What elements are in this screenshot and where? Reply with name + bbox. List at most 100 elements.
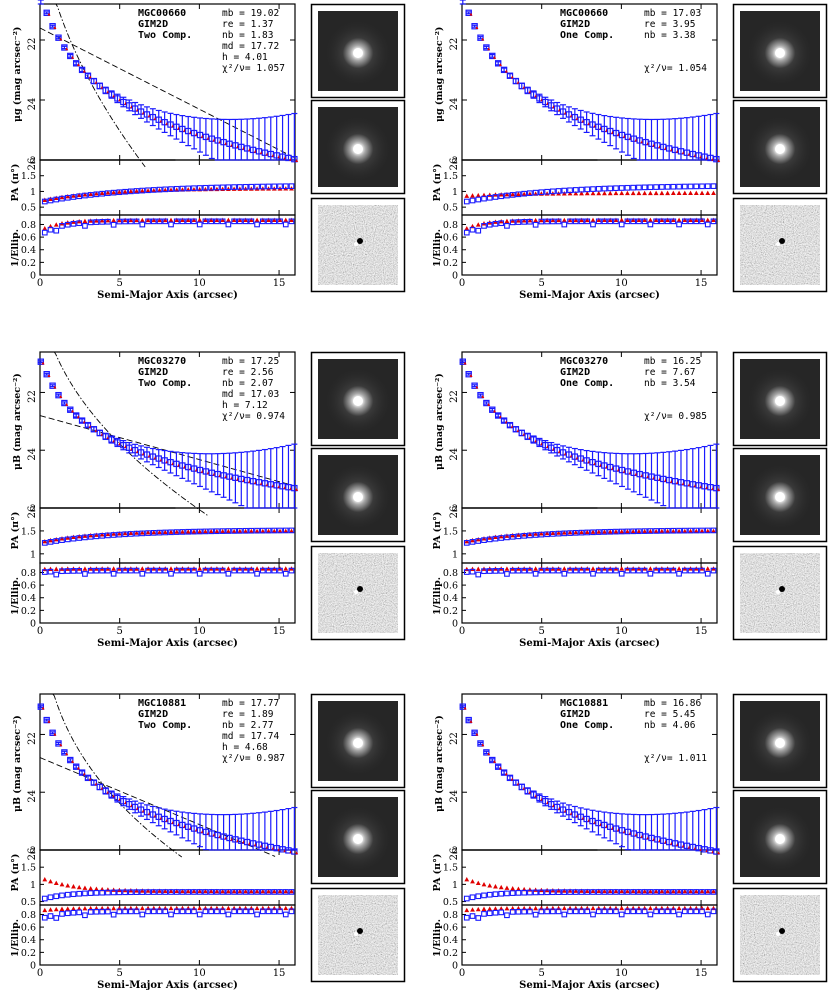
ellip-data-point: [590, 911, 596, 918]
ellip-data-point: [82, 223, 88, 229]
pa-data-point: [509, 533, 516, 540]
pa-data-point: [463, 540, 470, 546]
sb-data-point: [143, 111, 151, 118]
pa-data-point: [288, 527, 295, 534]
pa-data-point: [191, 185, 197, 192]
sb-model-point: [498, 766, 502, 770]
ellip-data-point: [561, 570, 568, 577]
y-tick-label: 2: [452, 504, 458, 515]
sb-model-point: [493, 409, 497, 413]
ellip-data-point: [162, 908, 169, 915]
sb-data-point: [120, 98, 127, 106]
ellip-data-point: [527, 218, 533, 225]
pa-plot-frame: [461, 849, 718, 906]
ellip-data-point: [463, 569, 470, 575]
sb-data-point: [530, 91, 537, 98]
ellip-data-point: [532, 570, 539, 577]
pa-data-point: [116, 889, 123, 896]
pa-data-point: [693, 183, 700, 190]
ellip-data-point: [265, 218, 272, 225]
sb-data-point: [660, 143, 667, 151]
y-tick-label: 22: [27, 38, 38, 51]
pa-data-point: [492, 891, 499, 898]
sb-axis-label: μg (mag arcsec⁻²): [434, 27, 445, 122]
y-tick-label: 22: [449, 38, 460, 51]
ellip-model-point: [504, 905, 510, 911]
pa-data-point: [93, 890, 100, 896]
pa-model-point: [174, 529, 180, 534]
ellip-data-point: [595, 567, 602, 574]
pa-model-point: [584, 190, 590, 196]
pa-data-point: [277, 527, 283, 534]
y-tick-label: 24: [449, 790, 460, 803]
pa-model-point: [682, 888, 688, 894]
ellip-data-point: [572, 567, 579, 574]
galaxy-core: [775, 396, 785, 406]
pa-data-point: [248, 527, 255, 534]
pa-data-point: [185, 185, 192, 192]
sb-data-point: [577, 813, 584, 821]
pa-data-point: [242, 889, 249, 895]
ellip-data-point: [595, 908, 602, 915]
pa-model-point: [134, 530, 139, 535]
pa-model-point: [596, 190, 602, 196]
pa-data-point: [498, 193, 505, 200]
ellip-data-point: [607, 218, 614, 225]
sb-data-point: [84, 774, 92, 782]
galaxy-core: [775, 144, 785, 154]
ellip-data-point: [145, 908, 151, 915]
pa-data-point: [99, 190, 106, 197]
pa-model-point: [59, 881, 65, 887]
ellip-data-point: [64, 568, 71, 574]
ellip-model-point: [139, 905, 145, 911]
sb-model-point: [295, 851, 299, 855]
pa-data-point: [469, 894, 476, 901]
ellip-model-point: [65, 906, 71, 911]
fit-parameter: χ²/ν= 0.987: [222, 753, 285, 764]
pa-model-point: [116, 189, 122, 194]
ellip-data-point: [202, 567, 209, 574]
pa-data-point: [572, 530, 579, 536]
ellip-model-point: [625, 217, 630, 223]
ellip-model-point: [573, 217, 579, 223]
pa-model-point: [579, 888, 584, 893]
ellip-model-point: [504, 566, 510, 571]
pa-data-point: [156, 186, 163, 193]
ellip-data-point: [64, 221, 71, 228]
pa-model-point: [116, 531, 122, 536]
pa-model-point: [289, 888, 294, 894]
ellip-data-point: [532, 221, 539, 228]
ellip-data-point: [567, 567, 573, 574]
ellip-data-point: [469, 226, 476, 233]
ellip-model-point: [504, 218, 510, 224]
disk-component-curve: [39, 757, 276, 857]
pa-model-point: [122, 189, 128, 194]
pa-data-point: [613, 528, 619, 535]
pa-data-point: [710, 183, 717, 190]
ellip-model-point: [699, 217, 705, 223]
pa-plot-frame: [39, 849, 296, 906]
ellip-data-point: [87, 219, 94, 226]
pa-model-point: [203, 529, 208, 534]
pa-data-point: [676, 183, 682, 190]
ellip-data-point: [624, 218, 631, 225]
sb-data-point: [137, 449, 145, 456]
sb-model-point: [59, 394, 63, 398]
x-axis-label: Semi-Major Axis (arcsec): [519, 638, 660, 649]
sb-data-point: [489, 52, 496, 60]
sb-data-point: [589, 121, 596, 128]
ellip-data-point: [139, 911, 146, 918]
pa-data-point: [538, 531, 545, 538]
pa-data-point: [704, 527, 711, 534]
sb-data-point: [465, 9, 472, 17]
pa-data-point: [555, 530, 562, 537]
sb-data-point: [612, 465, 620, 472]
pa-axis-label: PA (π°): [10, 854, 21, 892]
pa-data-point: [87, 890, 94, 896]
pa-data-point: [492, 535, 499, 542]
pa-axis-label: PA (π°): [432, 512, 443, 550]
pa-data-point: [590, 186, 596, 192]
pa-model-point: [665, 190, 670, 196]
ellip-model-point: [630, 217, 636, 223]
